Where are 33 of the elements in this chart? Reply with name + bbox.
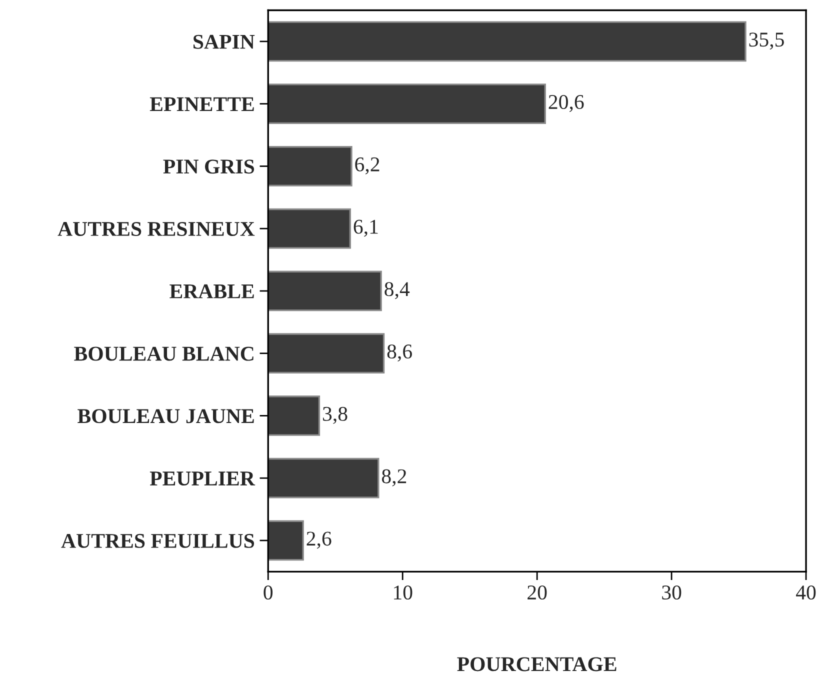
data-label: 6,1 — [354, 220, 378, 237]
y-tick-label: PEUPLIER — [150, 472, 256, 486]
data-label: 35,5 — [749, 32, 784, 50]
x-tick-label: 0 — [264, 585, 273, 600]
bar — [268, 208, 351, 249]
y-tick-label: SAPIN — [194, 34, 255, 49]
data-label: 20,6 — [548, 94, 584, 112]
y-tick-label: ERABLE — [170, 284, 254, 298]
data-label: 8,4 — [384, 282, 410, 300]
data-label: 2,6 — [306, 532, 332, 549]
y-tick-label: BOULEAU BLANC — [74, 346, 254, 361]
x-axis-title: POURCENTAGE — [457, 657, 616, 672]
y-tick-label: PIN GRIS — [163, 160, 254, 174]
y-tick-label: BOULEAU JAUNE — [78, 409, 254, 424]
bar — [268, 21, 746, 62]
x-tick-label: 20 — [528, 585, 547, 600]
bar — [268, 146, 352, 186]
bar — [268, 396, 320, 436]
y-tick-label: EPINETTE — [150, 97, 254, 112]
data-label: 8,6 — [387, 344, 412, 362]
bar — [268, 458, 380, 498]
bar — [268, 84, 546, 124]
y-tick-label: AUTRES FEUILLUS — [61, 534, 254, 548]
data-label: 8,2 — [382, 469, 406, 486]
bar — [268, 520, 304, 561]
x-tick-label: 40 — [796, 585, 816, 600]
y-tick-label: AUTRES RESINEUX — [58, 222, 255, 236]
x-tick-label: 30 — [662, 585, 682, 600]
x-tick-label: 10 — [394, 585, 412, 600]
bar — [268, 270, 382, 312]
bar — [268, 333, 385, 374]
data-label: 6,2 — [355, 157, 380, 174]
data-label: 3,8 — [323, 406, 348, 424]
